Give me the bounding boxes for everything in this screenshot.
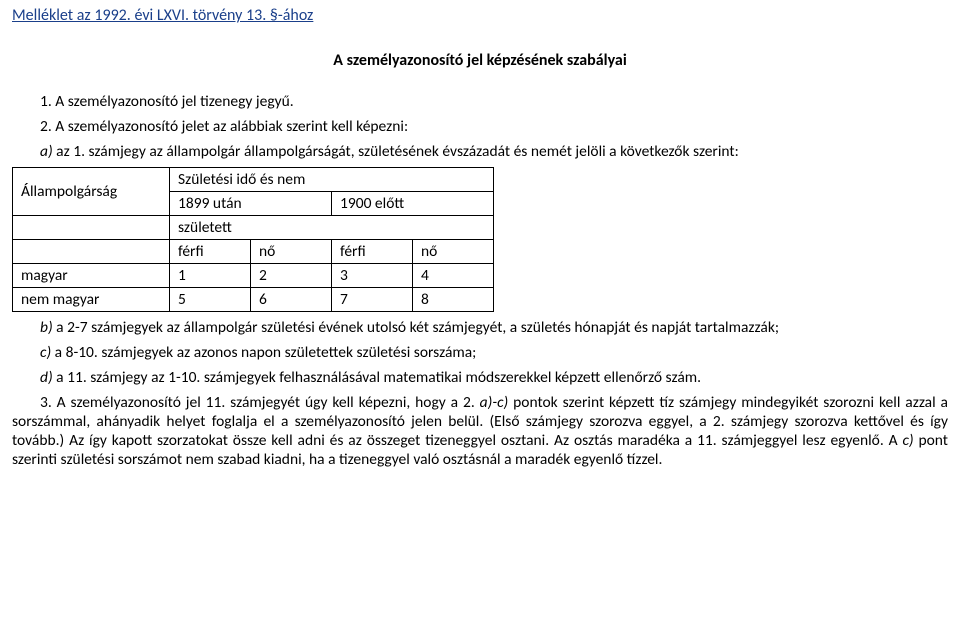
header-link[interactable]: Melléklet az 1992. évi LXVI. törvény 13.… <box>12 6 948 25</box>
cell-1: 1 <box>170 264 251 288</box>
cell-szuletesi-ido: Születési idő és nem <box>170 168 494 192</box>
paragraph-2b: b) a 2-7 számjegyek az állampolgár szüle… <box>12 318 948 337</box>
cell-allampolgarsag: Állampolgárság <box>13 168 170 216</box>
text-2a: az 1. számjegy az állampolgár állampolgá… <box>53 142 739 161</box>
table-row: nem magyar 5 6 7 8 <box>13 288 494 312</box>
paragraph-2d: d) a 11. számjegy az 1-10. számjegyek fe… <box>12 368 948 387</box>
text-2d: a 11. számjegy az 1-10. számjegyek felha… <box>53 368 701 387</box>
label-c: c) <box>40 343 51 362</box>
cell-ferfi-1: férfi <box>170 240 251 264</box>
paragraph-2a: a) az 1. számjegy az állampolgár állampo… <box>12 142 948 161</box>
p3-prefix: 3. A személyazonosító jel 11. számjegyét… <box>40 393 480 412</box>
paragraph-3: 3. A személyazonosító jel 11. számjegyét… <box>12 393 948 469</box>
header-link-anchor[interactable]: Melléklet az 1992. évi LXVI. törvény 13.… <box>12 6 313 25</box>
paragraph-2: 2. A személyazonosító jelet az alábbiak … <box>12 117 948 136</box>
paragraph-1: 1. A személyazonosító jel tizenegy jegyű… <box>12 92 948 111</box>
table-row: férfi nő férfi nő <box>13 240 494 264</box>
cell-ferfi-2: férfi <box>332 240 413 264</box>
coding-table: Állampolgárság Születési idő és nem 1899… <box>12 167 494 312</box>
table-row: magyar 1 2 3 4 <box>13 264 494 288</box>
label-d: d) <box>40 368 53 387</box>
cell-5: 5 <box>170 288 251 312</box>
cell-6: 6 <box>251 288 332 312</box>
label-a: a) <box>40 142 53 161</box>
cell-2: 2 <box>251 264 332 288</box>
cell-empty <box>13 216 170 240</box>
cell-1900-elott: 1900 előtt <box>332 192 494 216</box>
document-page: Melléklet az 1992. évi LXVI. törvény 13.… <box>0 0 960 487</box>
table-row: született <box>13 216 494 240</box>
text-2b: a 2-7 számjegyek az állampolgár születés… <box>53 318 779 337</box>
cell-szuletett: született <box>170 216 494 240</box>
section-title: A személyazonosító jel képzésének szabál… <box>12 51 948 70</box>
cell-8: 8 <box>413 288 494 312</box>
p3-ital-c: c) <box>902 431 913 450</box>
text-2c: a 8-10. számjegyek az azonos napon szüle… <box>51 343 476 362</box>
paragraph-2c: c) a 8-10. számjegyek az azonos napon sz… <box>12 343 948 362</box>
label-b: b) <box>40 318 53 337</box>
cell-magyar: magyar <box>13 264 170 288</box>
cell-nem-magyar: nem magyar <box>13 288 170 312</box>
cell-7: 7 <box>332 288 413 312</box>
cell-1899-utan: 1899 után <box>170 192 332 216</box>
cell-4: 4 <box>413 264 494 288</box>
cell-empty <box>13 240 170 264</box>
table-row: Állampolgárság Születési idő és nem <box>13 168 494 192</box>
cell-no-1: nő <box>251 240 332 264</box>
cell-3: 3 <box>332 264 413 288</box>
p3-ital-ac: a)-c) <box>480 393 509 412</box>
cell-no-2: nő <box>413 240 494 264</box>
